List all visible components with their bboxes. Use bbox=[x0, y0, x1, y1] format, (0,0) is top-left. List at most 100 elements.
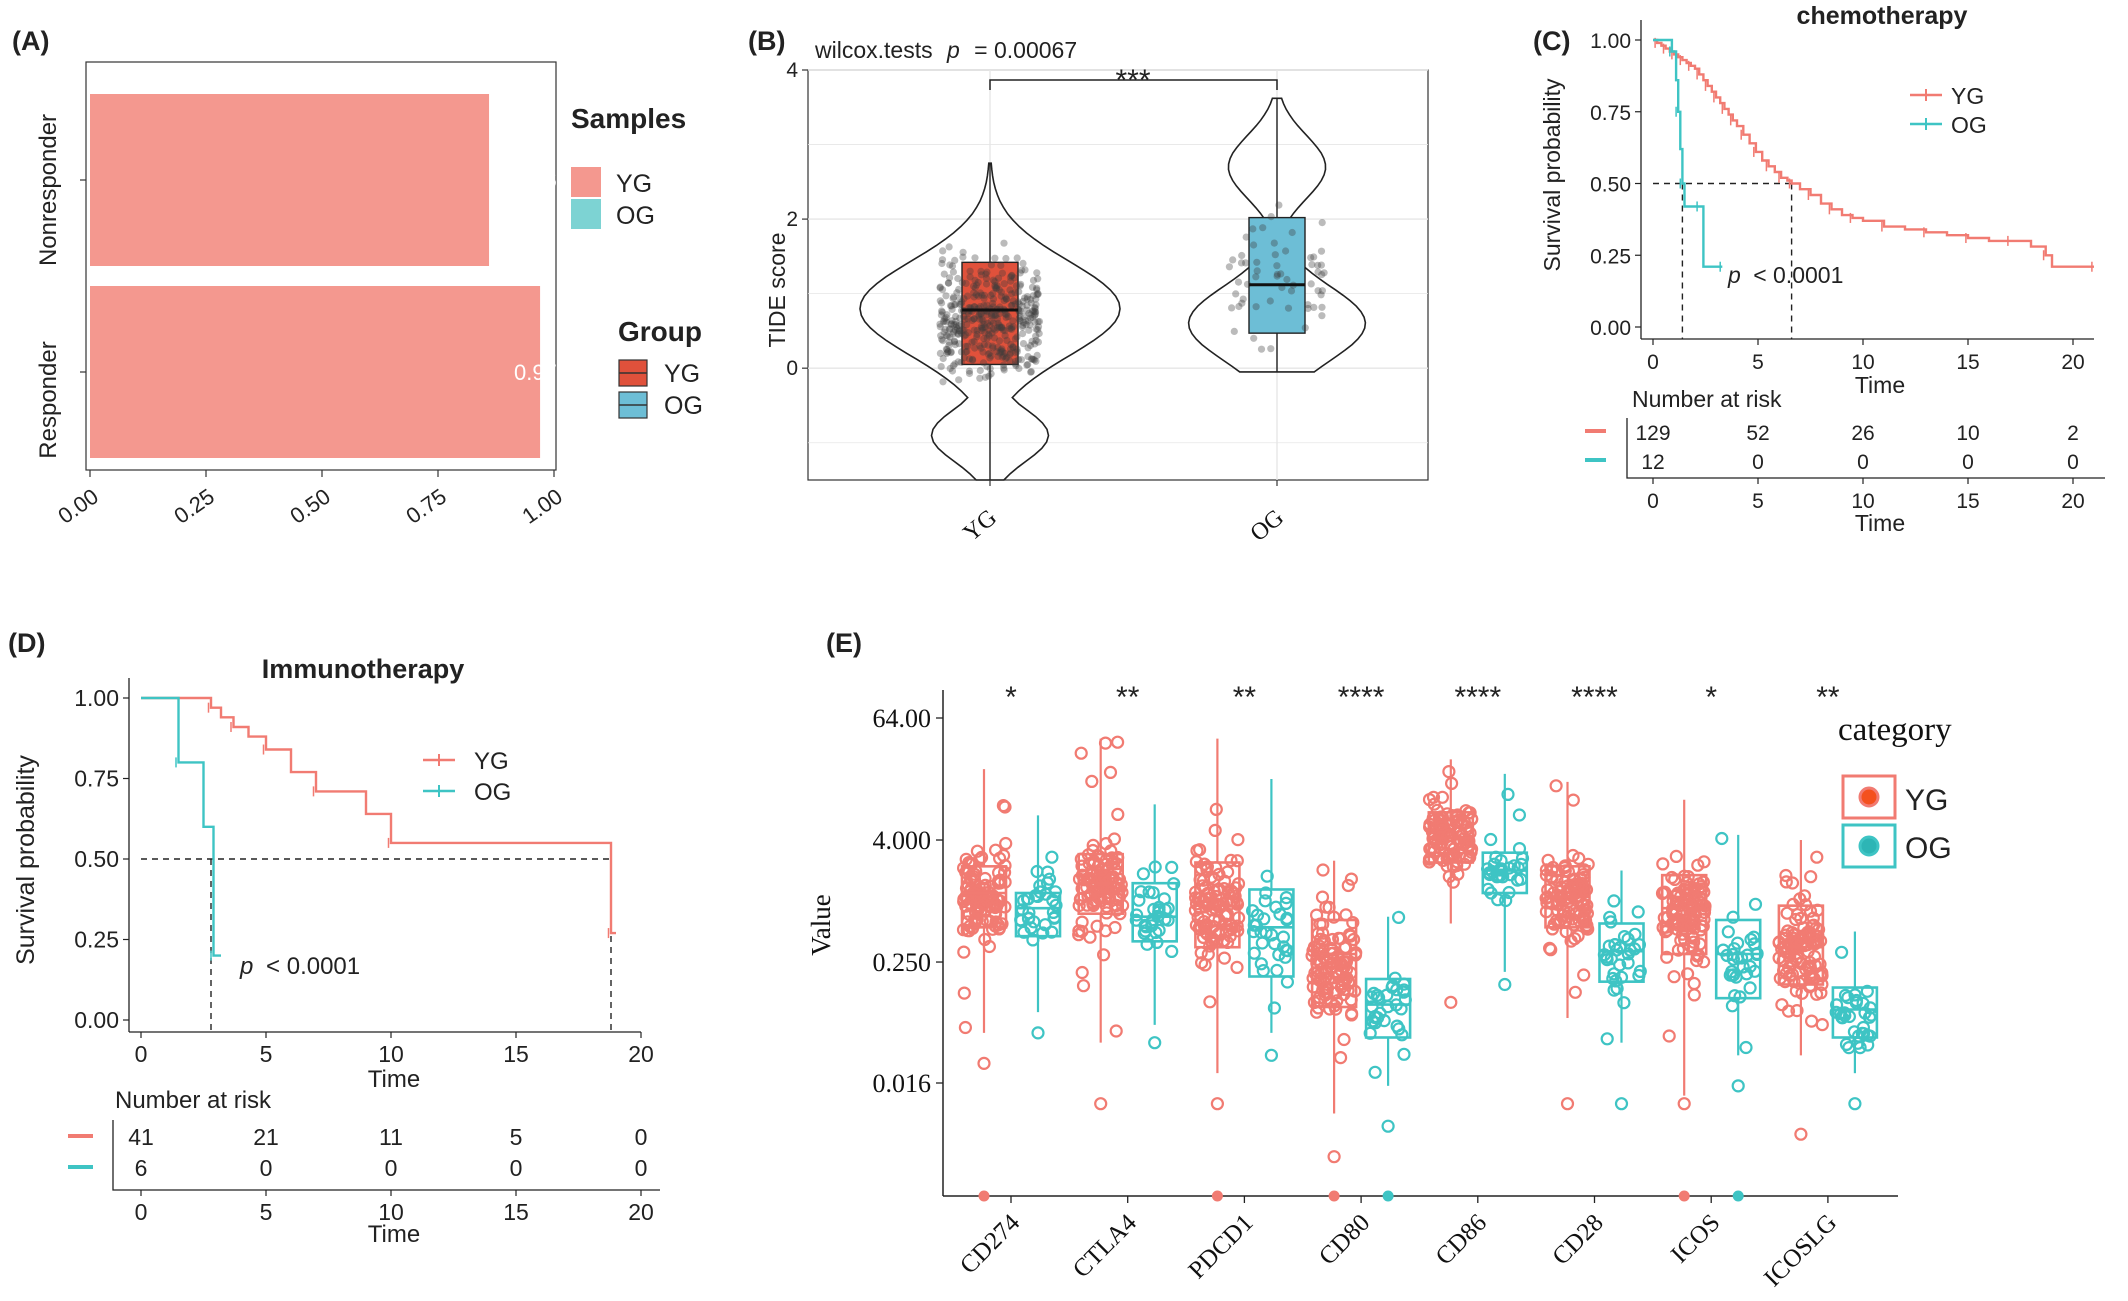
point-yg bbox=[997, 261, 1005, 269]
box-group-cd28-yg bbox=[1539, 779, 1595, 1111]
point-yg bbox=[999, 348, 1007, 356]
point-icoslg-yg bbox=[1807, 936, 1821, 950]
point-og bbox=[1318, 219, 1326, 227]
panel-c-pvalue: p < 0.0001 bbox=[1727, 262, 1843, 288]
point-yg bbox=[1026, 321, 1034, 329]
point-yg bbox=[991, 326, 999, 334]
point-yg bbox=[1029, 292, 1037, 300]
outlier-cd274-yg bbox=[977, 1056, 991, 1070]
outlier-ctla4-yg bbox=[1094, 1097, 1108, 1111]
legend-title-category: category bbox=[1838, 712, 1952, 748]
point-yg bbox=[993, 348, 1001, 356]
panel-e-y-axis-label: Value bbox=[806, 894, 836, 955]
violin-yg bbox=[859, 162, 1121, 481]
point-og bbox=[1252, 273, 1260, 281]
point-og bbox=[1282, 247, 1290, 255]
point-yg bbox=[994, 343, 1002, 351]
risk-tick-label-5: 5 bbox=[1752, 490, 1764, 513]
point-og bbox=[1229, 256, 1237, 264]
point-yg bbox=[1013, 345, 1021, 353]
point-ctla4-og bbox=[1158, 912, 1172, 926]
point-yg bbox=[1020, 319, 1028, 327]
point-yg bbox=[947, 348, 955, 356]
category-label-nonresponder: Nonresponder bbox=[35, 114, 62, 266]
point-yg bbox=[1023, 295, 1031, 303]
panel-e-label: (E) bbox=[826, 628, 862, 658]
point-ctla4-yg bbox=[1076, 979, 1091, 993]
point-icos-og bbox=[1720, 948, 1734, 963]
point-ctla4-og bbox=[1157, 892, 1171, 906]
point-cd28-yg bbox=[1571, 878, 1586, 893]
box-group-cd28-og bbox=[1597, 870, 1647, 1111]
point-cd28-yg bbox=[1556, 902, 1570, 916]
point-og bbox=[1273, 262, 1281, 270]
legend-label-yg-c: YG bbox=[1951, 83, 1984, 109]
point-yg bbox=[988, 329, 996, 337]
point-yg bbox=[962, 331, 970, 339]
point-yg bbox=[981, 373, 990, 381]
value-label-nonresponder-yg: 0.86 bbox=[514, 168, 557, 193]
panel-b-plot-area bbox=[807, 69, 1429, 481]
point-yg bbox=[937, 311, 946, 319]
point-pdcd1-og bbox=[1278, 950, 1292, 964]
point-yg bbox=[936, 323, 944, 331]
point-og bbox=[1273, 270, 1281, 278]
point-icos-yg bbox=[1671, 918, 1685, 932]
point-yg bbox=[1002, 313, 1010, 322]
point-yg bbox=[1024, 361, 1032, 369]
point-yg bbox=[985, 372, 993, 380]
point-icos-og bbox=[1721, 925, 1735, 939]
point-ctla4-og bbox=[1140, 937, 1154, 951]
box-cd80-yg bbox=[1310, 918, 1358, 1009]
risk-count-og-5: 0 bbox=[260, 1155, 273, 1181]
point-yg bbox=[1019, 340, 1028, 348]
x-tick-label-cd86: CD86 bbox=[1431, 1209, 1492, 1270]
significance-icoslg: ** bbox=[1816, 681, 1840, 714]
point-yg bbox=[1034, 318, 1042, 326]
panel-e-legend: category YG OG bbox=[1838, 712, 1952, 869]
point-yg bbox=[980, 291, 989, 299]
legend-label-og-d: OG bbox=[474, 779, 511, 806]
point-yg bbox=[1027, 295, 1035, 304]
point-yg bbox=[975, 310, 984, 318]
point-yg bbox=[1000, 297, 1008, 305]
point-yg bbox=[978, 291, 986, 299]
point-yg bbox=[953, 324, 961, 332]
y-tick-label-0.25: 0.25 bbox=[74, 927, 119, 953]
point-yg bbox=[1007, 340, 1015, 348]
point-ctla4-yg bbox=[1075, 965, 1089, 980]
point-yg bbox=[1024, 317, 1032, 325]
point-yg bbox=[938, 308, 947, 316]
box-group-pdcd1-yg bbox=[1188, 738, 1246, 1111]
point-yg bbox=[950, 337, 959, 345]
point-yg bbox=[988, 310, 996, 318]
point-og bbox=[1242, 233, 1250, 241]
legend-label-og-c: OG bbox=[1951, 112, 1987, 138]
point-yg bbox=[949, 330, 957, 338]
box-group-pdcd1-og bbox=[1245, 779, 1295, 1062]
point-cd80-yg bbox=[1346, 932, 1361, 947]
point-yg bbox=[973, 330, 981, 339]
point-og bbox=[1318, 271, 1326, 279]
point-og bbox=[1314, 261, 1322, 269]
legend-label-og-group: OG bbox=[664, 392, 703, 420]
box-cd28-og bbox=[1598, 922, 1645, 983]
point-yg bbox=[998, 345, 1006, 353]
point-yg bbox=[948, 262, 957, 270]
panel-c-title: chemotherapy bbox=[1797, 2, 1968, 30]
point-pdcd1-yg bbox=[1219, 917, 1233, 931]
point-cd274-yg bbox=[957, 986, 971, 1000]
point-yg bbox=[987, 291, 995, 299]
significance-cd86: **** bbox=[1454, 681, 1501, 714]
point-icos-og bbox=[1739, 1040, 1753, 1055]
point-yg bbox=[991, 283, 999, 291]
point-yg bbox=[943, 348, 952, 356]
legend-label-yg-e: YG bbox=[1905, 784, 1948, 817]
point-yg bbox=[980, 302, 988, 310]
x-tick-label-10: 10 bbox=[378, 1041, 404, 1067]
panel-d-plot: 0.00 0.25 0.50 0.75 1.00 0 5 10 15 20 bbox=[74, 678, 654, 1067]
point-ctla4-yg bbox=[1103, 765, 1118, 780]
point-yg bbox=[951, 341, 959, 349]
point-yg bbox=[986, 322, 994, 330]
